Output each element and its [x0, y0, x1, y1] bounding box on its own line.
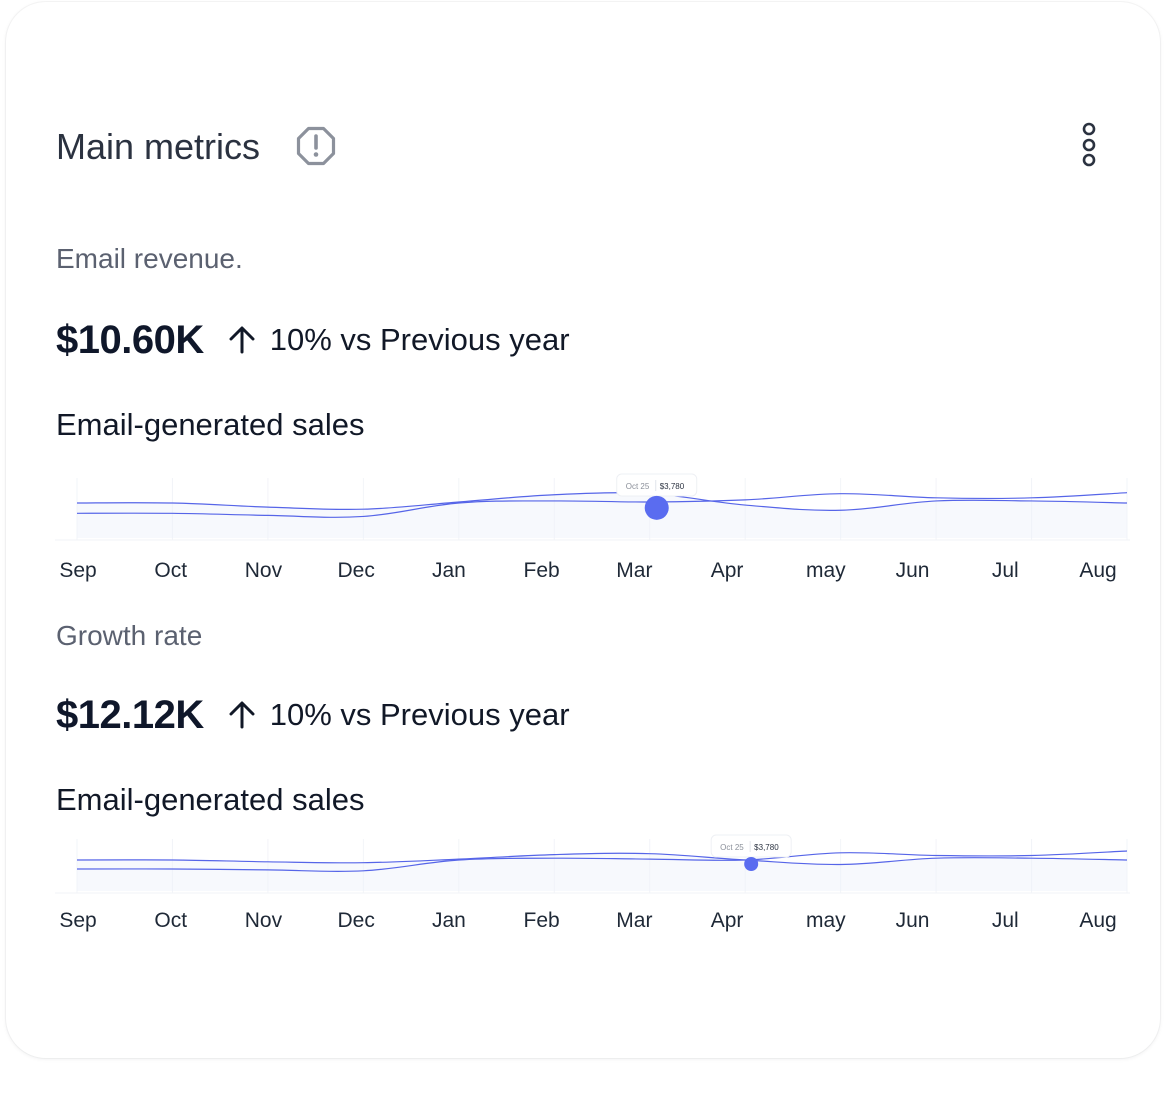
metric-row: $10.60K 10% vs Previous year: [56, 317, 570, 363]
tooltip: Oct 25 $3,780: [616, 473, 698, 497]
series-area: [77, 492, 1127, 538]
metric-label: Growth rate: [56, 620, 203, 651]
x-tick-label: Nov: [245, 559, 283, 582]
main-metrics-card: [6, 2, 1160, 1058]
series-line-1: [76, 492, 1128, 511]
sales-chart-2: Oct 25 $3,780 Sep Oct Nov Dec Jan Feb Mar Apr may J…: [55, 834, 1130, 932]
metric-label: Email revenue.: [56, 243, 243, 274]
x-tick-label: Oct: [154, 909, 187, 932]
x-tick-label: Sep: [59, 909, 96, 932]
x-tick-label: may: [806, 559, 846, 582]
highlight-point[interactable]: [644, 495, 669, 520]
highlight-point[interactable]: [744, 857, 759, 871]
x-tick-label: Apr: [711, 909, 744, 932]
x-tick-label: Jul: [992, 559, 1019, 582]
series-line-2: [76, 492, 1128, 518]
x-tick-label: Oct: [154, 559, 187, 582]
x-tick-label: Jul: [992, 909, 1019, 932]
series-line-2: [76, 850, 1128, 873]
tooltip-value: $3,780: [754, 843, 779, 852]
tooltip-date: Oct 25: [720, 843, 744, 852]
trend-text: 10% vs Previous year: [269, 322, 570, 357]
tooltip: Oct 25 $3,780: [710, 834, 792, 858]
x-tick-label: Jan: [432, 559, 466, 582]
x-tick-label: Dec: [338, 559, 375, 582]
x-tick-label: Feb: [524, 559, 560, 582]
metric-value: $12.12K: [56, 693, 204, 737]
arrow-up-icon: [229, 326, 255, 354]
tooltip-date: Oct 25: [626, 482, 650, 491]
series-area: [77, 853, 1127, 891]
alert-octagon-icon[interactable]: [296, 126, 336, 166]
x-tick-label: Dec: [338, 909, 375, 932]
x-tick-label: Aug: [1079, 909, 1116, 932]
more-vertical-icon[interactable]: [1074, 120, 1104, 170]
x-tick-label: may: [806, 909, 846, 932]
x-tick-label: Jan: [432, 909, 466, 932]
tooltip-value: $3,780: [660, 482, 685, 491]
x-tick-label: Mar: [616, 909, 652, 932]
x-tick-label: Jun: [896, 909, 930, 932]
metric-value: $10.60K: [56, 318, 204, 362]
x-tick-label: Sep: [59, 559, 96, 582]
chart-label: Email-generated sales: [56, 407, 365, 442]
sales-chart-1: Oct 25 $3,780 Sep Oct Nov Dec Jan Feb Mar Apr may J…: [55, 473, 1130, 582]
arrow-up-icon: [229, 701, 255, 729]
x-tick-label: Apr: [711, 559, 744, 582]
chart-label: Email-generated sales: [56, 782, 365, 817]
x-tick-label: Mar: [616, 559, 652, 582]
x-tick-label: Jun: [896, 559, 930, 582]
x-tick-label: Feb: [524, 909, 560, 932]
metric-row: $12.12K 10% vs Previous year: [56, 692, 570, 738]
x-tick-label: Nov: [245, 909, 283, 932]
trend-text: 10% vs Previous year: [269, 697, 570, 732]
card-title: Main metrics: [56, 126, 261, 167]
x-tick-label: Aug: [1079, 559, 1116, 582]
series-line-1: [76, 852, 1128, 866]
